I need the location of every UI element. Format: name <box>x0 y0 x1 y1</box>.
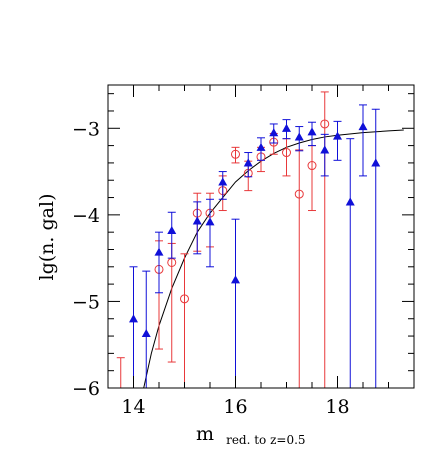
blue-triangle-point <box>129 314 138 323</box>
blue-triangle-point <box>371 158 381 167</box>
red-circle-point <box>231 149 240 159</box>
blue-triangle-point <box>167 225 177 235</box>
blue-triangle-point <box>345 197 355 206</box>
x-tick-label: 14 <box>121 396 145 418</box>
blue-triangle-point <box>154 247 164 256</box>
blue-triangle-point <box>205 217 215 226</box>
y-tick-label: −6 <box>72 378 100 400</box>
blue-triangle-point <box>320 145 330 154</box>
red-circle-point <box>180 294 189 304</box>
blue-triangle-point <box>141 328 151 338</box>
blue-triangle-point <box>269 128 279 137</box>
y-tick-label: −5 <box>72 291 100 313</box>
tick-labels: 14 16 18 −6 −5 −4 −3 <box>72 118 350 418</box>
blue-triangle-point <box>294 132 304 141</box>
blue-triangle-point <box>243 158 253 167</box>
blue-triangle-point <box>256 142 266 151</box>
red-circle-point <box>294 189 304 199</box>
x-axis-label-main: m <box>196 423 214 445</box>
x-tick-label: 16 <box>223 396 247 418</box>
blue-triangle-point <box>358 122 368 131</box>
plot-area <box>116 91 404 388</box>
y-axis-label: lg(n. gal) <box>36 194 58 281</box>
blue-triangle-point <box>192 216 202 225</box>
blue-triangle-point <box>307 127 317 136</box>
red-circle-point <box>282 148 291 158</box>
y-tick-label: −3 <box>72 118 100 140</box>
red-circle-point <box>320 119 330 129</box>
x-axis-label-subscript: red. to z=0.5 <box>226 433 305 447</box>
x-tick-label: 18 <box>325 396 349 418</box>
blue-triangle-point <box>218 177 228 186</box>
blue-triangle-point <box>333 131 342 140</box>
y-tick-label: −4 <box>72 205 100 227</box>
axis-ticks <box>107 85 415 389</box>
red-circle-point <box>307 161 317 171</box>
x-axis-label: m red. to z=0.5 <box>196 423 306 447</box>
blue-triangle-point <box>231 275 240 284</box>
blue-triangle-point <box>282 123 291 132</box>
